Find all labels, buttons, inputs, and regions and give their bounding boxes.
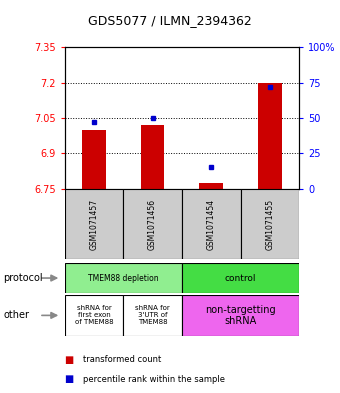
Bar <box>141 125 164 189</box>
Text: control: control <box>225 274 256 283</box>
Text: GSM1071457: GSM1071457 <box>89 198 98 250</box>
Bar <box>182 189 240 259</box>
Text: ■: ■ <box>65 354 74 365</box>
Bar <box>182 263 299 293</box>
Text: non-targetting
shRNA: non-targetting shRNA <box>205 305 276 326</box>
Text: shRNA for
3'UTR of
TMEM88: shRNA for 3'UTR of TMEM88 <box>135 305 170 325</box>
Text: ■: ■ <box>65 374 74 384</box>
Bar <box>65 295 123 336</box>
Bar <box>258 83 282 189</box>
Bar <box>240 189 299 259</box>
Text: GSM1071455: GSM1071455 <box>266 198 274 250</box>
Text: GDS5077 / ILMN_2394362: GDS5077 / ILMN_2394362 <box>88 14 252 27</box>
Bar <box>123 295 182 336</box>
Text: percentile rank within the sample: percentile rank within the sample <box>83 375 225 384</box>
Text: shRNA for
first exon
of TMEM88: shRNA for first exon of TMEM88 <box>74 305 113 325</box>
Bar <box>65 263 182 293</box>
Bar <box>65 189 123 259</box>
Bar <box>200 183 223 189</box>
Text: protocol: protocol <box>3 273 43 283</box>
Text: GSM1071454: GSM1071454 <box>207 198 216 250</box>
Bar <box>123 189 182 259</box>
Text: transformed count: transformed count <box>83 355 162 364</box>
Bar <box>82 130 106 189</box>
Bar <box>182 295 299 336</box>
Text: TMEM88 depletion: TMEM88 depletion <box>88 274 158 283</box>
Text: other: other <box>3 310 29 320</box>
Text: GSM1071456: GSM1071456 <box>148 198 157 250</box>
